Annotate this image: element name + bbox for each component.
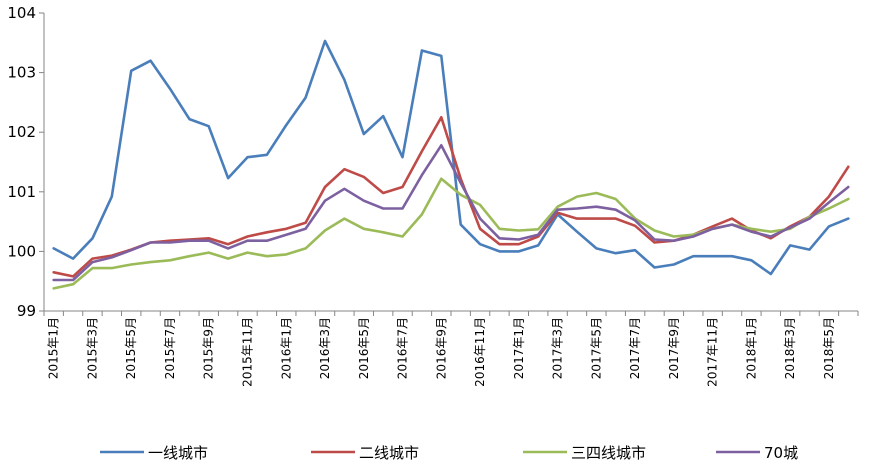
y-tick-label: 101 bbox=[7, 183, 36, 201]
x-tick-label: 2015年7月 bbox=[163, 317, 177, 379]
series-lines bbox=[52, 39, 850, 290]
legend-label: 三四线城市 bbox=[571, 444, 646, 462]
x-tick-label: 2017年7月 bbox=[628, 317, 642, 379]
legend-label: 70城 bbox=[764, 444, 798, 462]
x-tick-label: 2018年3月 bbox=[783, 317, 797, 379]
x-tick-label: 2018年1月 bbox=[744, 317, 758, 379]
x-tick-label: 2015年1月 bbox=[47, 317, 61, 379]
y-tick-label: 103 bbox=[7, 64, 36, 82]
y-tick-label: 102 bbox=[7, 123, 36, 141]
x-tick-label: 2015年11月 bbox=[241, 317, 255, 387]
legend: 一线城市 二线城市 三四线城市 70城 bbox=[100, 444, 798, 462]
series-line-2 bbox=[52, 177, 850, 290]
x-tick-label: 2017年11月 bbox=[706, 317, 720, 387]
x-tick-label: 2018年5月 bbox=[822, 317, 836, 379]
series-line-3 bbox=[52, 144, 850, 282]
x-tick-label: 2016年11月 bbox=[473, 317, 487, 387]
chart-axes bbox=[39, 12, 859, 316]
y-tick-labels: 99 100 101 102 103 104 bbox=[7, 4, 36, 320]
x-tick-label: 2016年5月 bbox=[357, 317, 371, 379]
x-tick-label: 2016年3月 bbox=[318, 317, 332, 379]
legend-label: 二线城市 bbox=[359, 444, 419, 462]
y-tick-label: 100 bbox=[7, 242, 36, 260]
x-tick-label: 2015年5月 bbox=[124, 317, 138, 379]
x-tick-label: 2015年3月 bbox=[85, 317, 99, 379]
legend-label: 一线城市 bbox=[148, 444, 208, 462]
x-tick-label: 2015年9月 bbox=[202, 317, 216, 379]
x-tick-label: 2016年7月 bbox=[396, 317, 410, 379]
x-tick-labels: 2015年1月 2015年3月 2015年5月 2015年7月 2015年9月 2015年… bbox=[47, 317, 836, 387]
y-tick-label: 99 bbox=[17, 302, 36, 320]
series-line-0 bbox=[52, 39, 850, 276]
x-tick-label: 2016年1月 bbox=[279, 317, 293, 379]
x-tick-label: 2017年9月 bbox=[667, 317, 681, 379]
y-tick-label: 104 bbox=[7, 4, 36, 22]
x-tick-label: 2016年9月 bbox=[434, 317, 448, 379]
x-tick-label: 2017年1月 bbox=[512, 317, 526, 379]
x-tick-label: 2017年5月 bbox=[589, 317, 603, 379]
x-tick-label: 2017年3月 bbox=[551, 317, 565, 379]
